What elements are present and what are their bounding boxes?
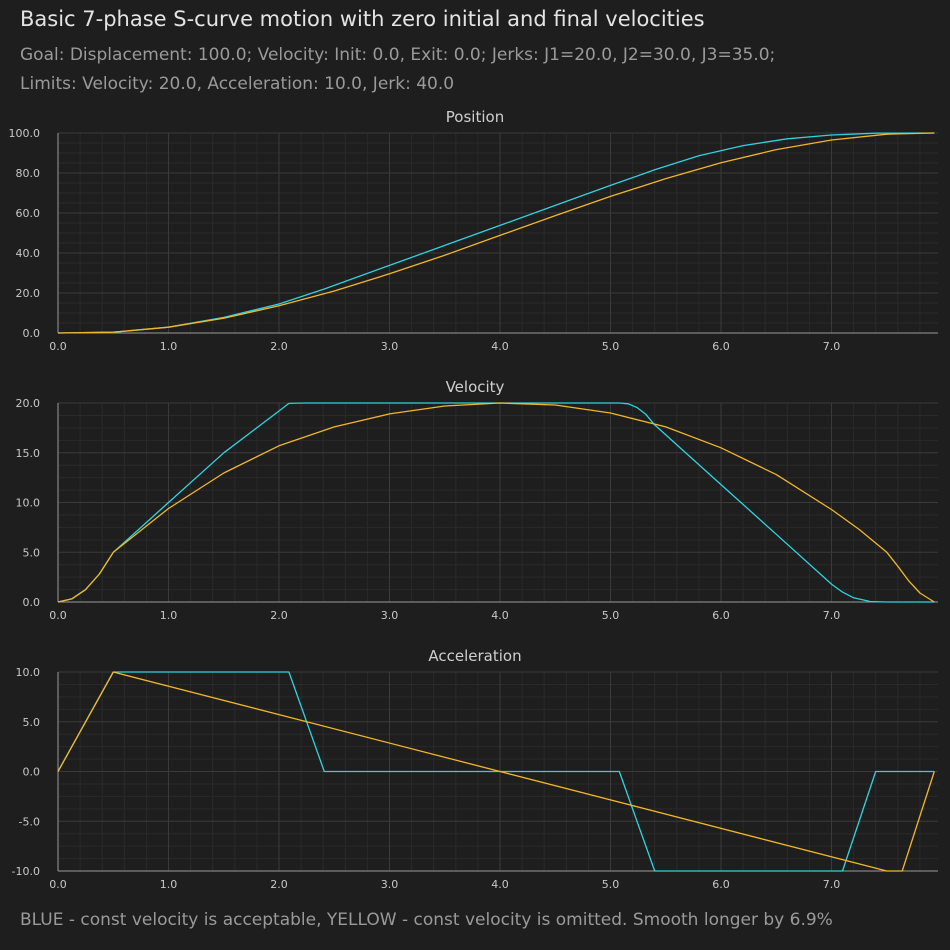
velocity-x-tick-label: 0.0	[49, 609, 67, 622]
limits-subtitle: Limits: Velocity: 20.0, Acceleration: 10…	[20, 74, 455, 94]
velocity-y-tick-label: 15.0	[16, 447, 41, 460]
position-x-tick-label: 6.0	[712, 340, 730, 353]
position-x-tick-label: 1.0	[160, 340, 178, 353]
position-x-tick-label: 4.0	[491, 340, 509, 353]
position-y-tick-label: 20.0	[16, 287, 41, 300]
position-x-tick-label: 2.0	[270, 340, 288, 353]
position-blue-series-line	[57, 132, 935, 334]
velocity-x-tick-label: 4.0	[491, 609, 509, 622]
velocity-x-tick-label: 2.0	[270, 609, 288, 622]
velocity-yellow-series-line	[57, 402, 935, 603]
velocity-x-tick-label: 7.0	[823, 609, 841, 622]
footer-legend-note: BLUE - const velocity is acceptable, YEL…	[20, 910, 833, 930]
acceleration-x-tick-label: 0.0	[49, 878, 67, 891]
velocity-y-tick-label: 0.0	[23, 596, 41, 609]
acceleration-x-tick-label: 1.0	[160, 878, 178, 891]
acceleration-blue-series-line	[57, 671, 935, 872]
velocity-plot-title: Velocity	[446, 378, 505, 396]
position-y-tick-label: 100.0	[9, 127, 41, 140]
position-x-tick-label: 5.0	[602, 340, 620, 353]
position-x-tick-label: 7.0	[823, 340, 841, 353]
acceleration-x-tick-label: 7.0	[823, 878, 841, 891]
position-y-tick-label: 60.0	[16, 207, 41, 220]
acceleration-y-tick-label: 5.0	[23, 716, 41, 729]
position-y-tick-label: 0.0	[23, 327, 41, 340]
acceleration-y-tick-label: 0.0	[23, 766, 41, 779]
position-y-tick-label: 40.0	[16, 247, 41, 260]
acceleration-x-tick-label: 4.0	[491, 878, 509, 891]
chart-title: Basic 7-phase S-curve motion with zero i…	[20, 7, 705, 31]
velocity-x-tick-label: 6.0	[712, 609, 730, 622]
position-x-tick-label: 0.0	[49, 340, 67, 353]
velocity-blue-series-line	[57, 402, 935, 603]
acceleration-x-tick-label: 5.0	[602, 878, 620, 891]
acceleration-yellow-series-line	[57, 671, 935, 872]
velocity-x-tick-label: 1.0	[160, 609, 178, 622]
acceleration-y-tick-label: -5.0	[19, 815, 40, 828]
goal-subtitle: Goal: Displacement: 100.0; Velocity: Ini…	[20, 45, 776, 65]
position-x-tick-label: 3.0	[381, 340, 399, 353]
acceleration-y-tick-label: 10.0	[16, 666, 41, 679]
velocity-y-tick-label: 5.0	[23, 546, 41, 559]
velocity-y-tick-label: 10.0	[16, 497, 41, 510]
acceleration-x-tick-label: 3.0	[381, 878, 399, 891]
velocity-y-tick-label: 20.0	[16, 397, 41, 410]
acceleration-plot-title: Acceleration	[428, 647, 521, 665]
acceleration-x-tick-label: 2.0	[270, 878, 288, 891]
acceleration-y-tick-label: -10.0	[12, 865, 40, 878]
acceleration-x-tick-label: 6.0	[712, 878, 730, 891]
position-y-tick-label: 80.0	[16, 167, 41, 180]
position-plot-title: Position	[446, 108, 504, 126]
velocity-x-tick-label: 3.0	[381, 609, 399, 622]
position-yellow-series-line	[57, 132, 935, 334]
velocity-x-tick-label: 5.0	[602, 609, 620, 622]
